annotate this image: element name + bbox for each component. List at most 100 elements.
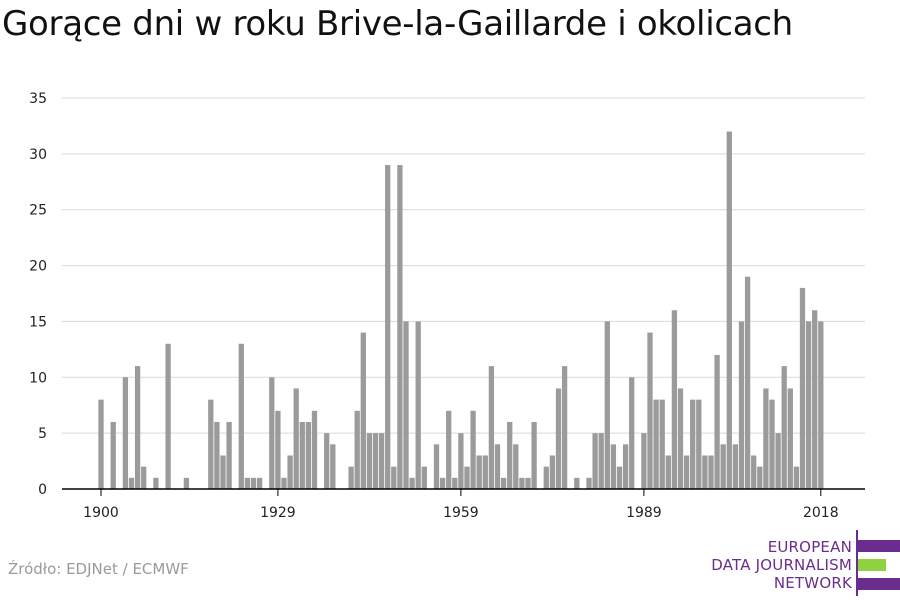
bar-2002 bbox=[720, 444, 726, 489]
logo-line-2: DATA JOURNALISM bbox=[711, 556, 852, 574]
bar-1978 bbox=[574, 477, 580, 489]
bar-1943 bbox=[360, 332, 366, 489]
bar-1953 bbox=[421, 466, 427, 489]
bar-2009 bbox=[763, 388, 769, 489]
bar-1949 bbox=[397, 165, 403, 489]
bar-1985 bbox=[616, 466, 623, 489]
bar-2018 bbox=[818, 321, 824, 489]
bar-1989 bbox=[641, 433, 647, 489]
bar-2017 bbox=[812, 310, 818, 489]
bar-1921 bbox=[226, 421, 232, 489]
bar-1902 bbox=[110, 421, 116, 489]
bar-1909 bbox=[153, 477, 159, 489]
logo-divider bbox=[856, 530, 858, 596]
bar-2010 bbox=[769, 399, 775, 489]
bar-1960 bbox=[464, 466, 470, 489]
x-tick-label-1989: 1989 bbox=[626, 505, 662, 521]
bar-1994 bbox=[671, 310, 678, 489]
bar-1937 bbox=[324, 433, 330, 489]
bar-1951 bbox=[409, 477, 415, 489]
bar-1973 bbox=[543, 466, 549, 489]
bar-chart: 0 5 10 15 20 25 30 35 1900 1929 1959 1989 2018 bbox=[29, 91, 865, 521]
bar-1955 bbox=[433, 444, 440, 489]
y-tick-label-5: 5 bbox=[38, 426, 47, 442]
logo-line-3: NETWORK bbox=[773, 574, 852, 592]
bar-2015 bbox=[799, 287, 806, 489]
bar-1911 bbox=[165, 343, 171, 489]
bar-1919 bbox=[214, 421, 220, 489]
chart-title: Gorące dni w roku Brive-la-Gaillarde i o… bbox=[2, 4, 793, 44]
bar-1963 bbox=[482, 455, 488, 489]
bar-1906 bbox=[134, 366, 141, 489]
bar-2001 bbox=[714, 354, 720, 489]
bar-1986 bbox=[622, 444, 629, 489]
bar-1907 bbox=[141, 466, 147, 489]
bar-1987 bbox=[629, 377, 635, 489]
bar-1976 bbox=[561, 366, 568, 489]
bar-1982 bbox=[598, 433, 604, 489]
bar-1971 bbox=[531, 421, 537, 489]
bar-2011 bbox=[775, 433, 781, 489]
bar-1993 bbox=[665, 455, 671, 489]
bar-1930 bbox=[281, 477, 287, 489]
bar-2004 bbox=[732, 444, 739, 489]
y-tick-label-10: 10 bbox=[29, 370, 47, 386]
bar-series bbox=[98, 131, 824, 489]
logo-bar-top bbox=[858, 540, 900, 552]
bar-1934 bbox=[305, 421, 312, 489]
x-axis-ticks: 1900 1929 1959 1989 2018 bbox=[83, 489, 839, 521]
bar-1950 bbox=[403, 321, 409, 489]
bar-1981 bbox=[592, 433, 598, 489]
bar-1924 bbox=[244, 477, 251, 489]
bar-1914 bbox=[183, 477, 190, 489]
bar-1990 bbox=[647, 332, 653, 489]
bar-1938 bbox=[330, 444, 336, 489]
bar-2016 bbox=[805, 321, 812, 489]
bar-1956 bbox=[439, 477, 446, 489]
bar-1948 bbox=[391, 466, 397, 489]
bar-1974 bbox=[549, 455, 556, 489]
bar-1983 bbox=[604, 321, 610, 489]
bar-1967 bbox=[507, 421, 513, 489]
x-tick-label-1959: 1959 bbox=[443, 505, 479, 521]
bar-1999 bbox=[702, 455, 708, 489]
bar-1984 bbox=[610, 444, 617, 489]
edjnet-logo: EUROPEAN DATA JOURNALISM NETWORK bbox=[702, 530, 900, 596]
grid-lines bbox=[62, 97, 865, 434]
bar-1900 bbox=[98, 399, 104, 489]
bar-1933 bbox=[299, 421, 305, 489]
bar-2012 bbox=[781, 366, 787, 489]
bar-1946 bbox=[378, 433, 385, 489]
bar-1957 bbox=[446, 410, 452, 489]
bar-1962 bbox=[476, 455, 482, 489]
bar-1904 bbox=[122, 377, 129, 489]
y-tick-label-15: 15 bbox=[29, 314, 47, 330]
bar-1961 bbox=[470, 410, 476, 489]
bar-1923 bbox=[238, 343, 244, 489]
bar-1918 bbox=[208, 399, 214, 489]
y-tick-label-25: 25 bbox=[29, 203, 47, 219]
x-tick-label-1900: 1900 bbox=[83, 505, 119, 521]
y-axis-ticks: 0 5 10 15 20 25 30 35 bbox=[29, 91, 47, 498]
y-tick-label-20: 20 bbox=[29, 259, 47, 275]
bar-1942 bbox=[354, 410, 360, 489]
bar-1920 bbox=[220, 455, 226, 489]
bar-1992 bbox=[659, 399, 665, 489]
source-note: Źródło: EDJNet / ECMWF bbox=[8, 560, 189, 578]
bar-1926 bbox=[256, 477, 263, 489]
bar-1932 bbox=[293, 388, 299, 489]
bar-1929 bbox=[275, 410, 281, 489]
bar-1975 bbox=[555, 388, 562, 489]
bar-1947 bbox=[385, 165, 391, 489]
logo-line-1: EUROPEAN bbox=[767, 538, 852, 556]
bar-2013 bbox=[787, 388, 793, 489]
y-tick-label-35: 35 bbox=[29, 91, 47, 107]
bar-1925 bbox=[250, 477, 257, 489]
bar-1931 bbox=[287, 455, 293, 489]
bar-1952 bbox=[415, 321, 421, 489]
logo-bar-bottom bbox=[858, 578, 900, 590]
bar-1980 bbox=[586, 477, 592, 489]
bar-2003 bbox=[726, 131, 732, 489]
bar-1968 bbox=[513, 444, 519, 489]
bar-1991 bbox=[653, 399, 659, 489]
